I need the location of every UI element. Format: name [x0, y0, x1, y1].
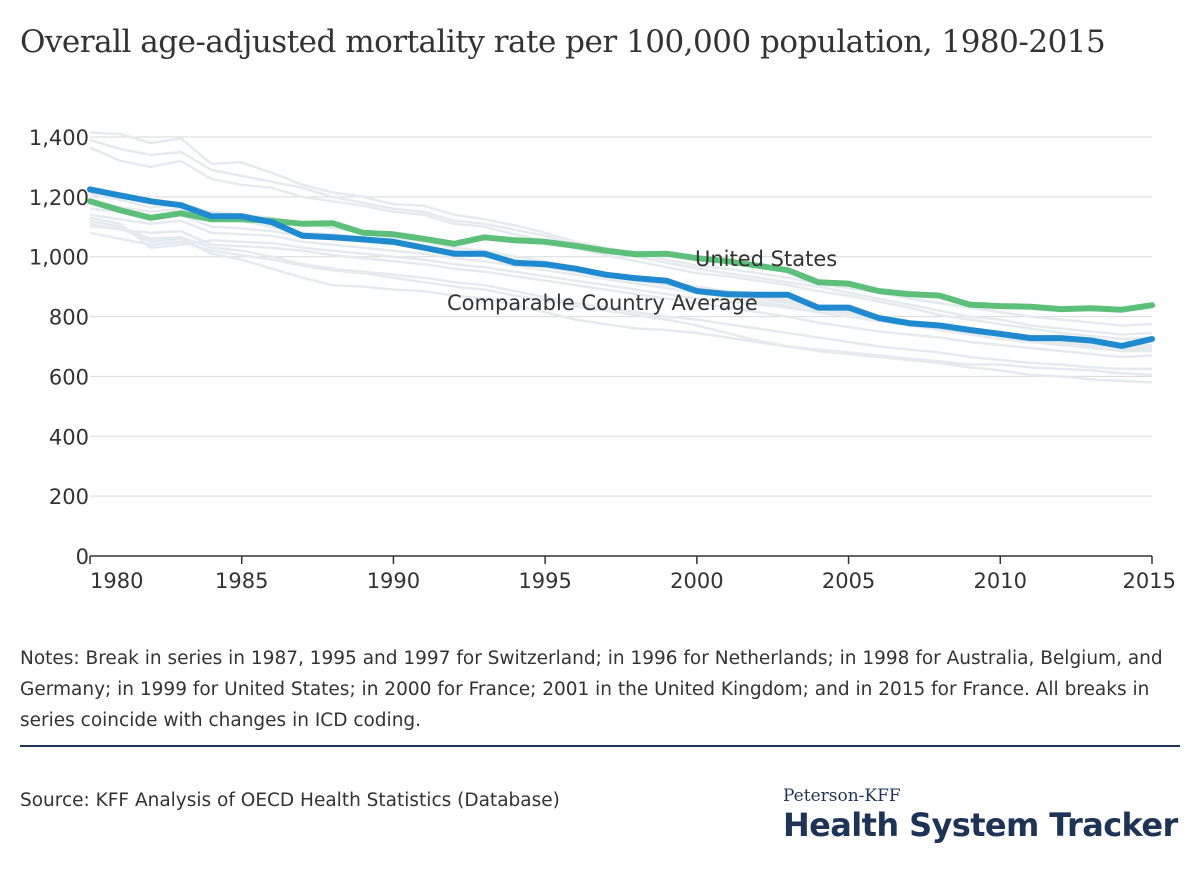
brand-title: Health System Tracker	[783, 806, 1178, 844]
axes: 0 200 400 600 800 1,000 1,200 1,400 1980 1985 1990…	[29, 126, 1176, 593]
y-tick-label: 1,200	[29, 186, 89, 210]
series-label-comparable-country-average: Comparable Country Average	[447, 291, 758, 315]
series-line-comparable-country-average	[87, 186, 1155, 349]
country-line	[89, 213, 1152, 353]
y-tick-label: 800	[49, 306, 89, 330]
source-text: Source: KFF Analysis of OECD Health Stat…	[20, 790, 560, 811]
chart-notes: Notes: Break in series in 1987, 1995 and…	[20, 648, 1163, 731]
highlight-lines	[87, 186, 1155, 349]
line-chart: 0 200 400 600 800 1,000 1,200 1,400 1980 1985 1990…	[29, 126, 1176, 593]
x-tick-label: 2015	[1123, 569, 1176, 593]
country-line	[89, 219, 1152, 371]
y-tick-label: 600	[49, 365, 89, 389]
y-tick-label: 200	[49, 485, 89, 509]
country-line	[89, 231, 1153, 384]
x-tick-label: 2000	[670, 569, 723, 593]
x-tick-label: 2010	[974, 569, 1027, 593]
y-tick-label: 400	[49, 425, 89, 449]
brand-logo: Peterson-KFF Health System Tracker	[783, 786, 1178, 844]
x-tick-label: 1985	[215, 569, 268, 593]
gridlines	[90, 136, 1152, 497]
y-tick-label: 1,000	[29, 246, 89, 270]
country-line	[89, 216, 1153, 351]
x-tick-label: 1995	[518, 569, 571, 593]
chart-title: Overall age-adjusted mortality rate per …	[20, 24, 1106, 60]
x-tick-label: 1980	[90, 569, 143, 593]
y-tick-label: 1,400	[29, 126, 89, 150]
x-tick-label: 1990	[367, 569, 420, 593]
country-line	[89, 146, 1153, 341]
y-tick-label: 0	[76, 545, 89, 569]
country-line	[89, 222, 1153, 359]
country-line	[89, 225, 1153, 377]
brand-subtitle: Peterson-KFF	[783, 786, 901, 806]
divider	[20, 745, 1180, 747]
series-label-united-states: United States	[695, 247, 837, 271]
x-tick-label: 2005	[822, 569, 875, 593]
country-lines	[89, 131, 1153, 384]
